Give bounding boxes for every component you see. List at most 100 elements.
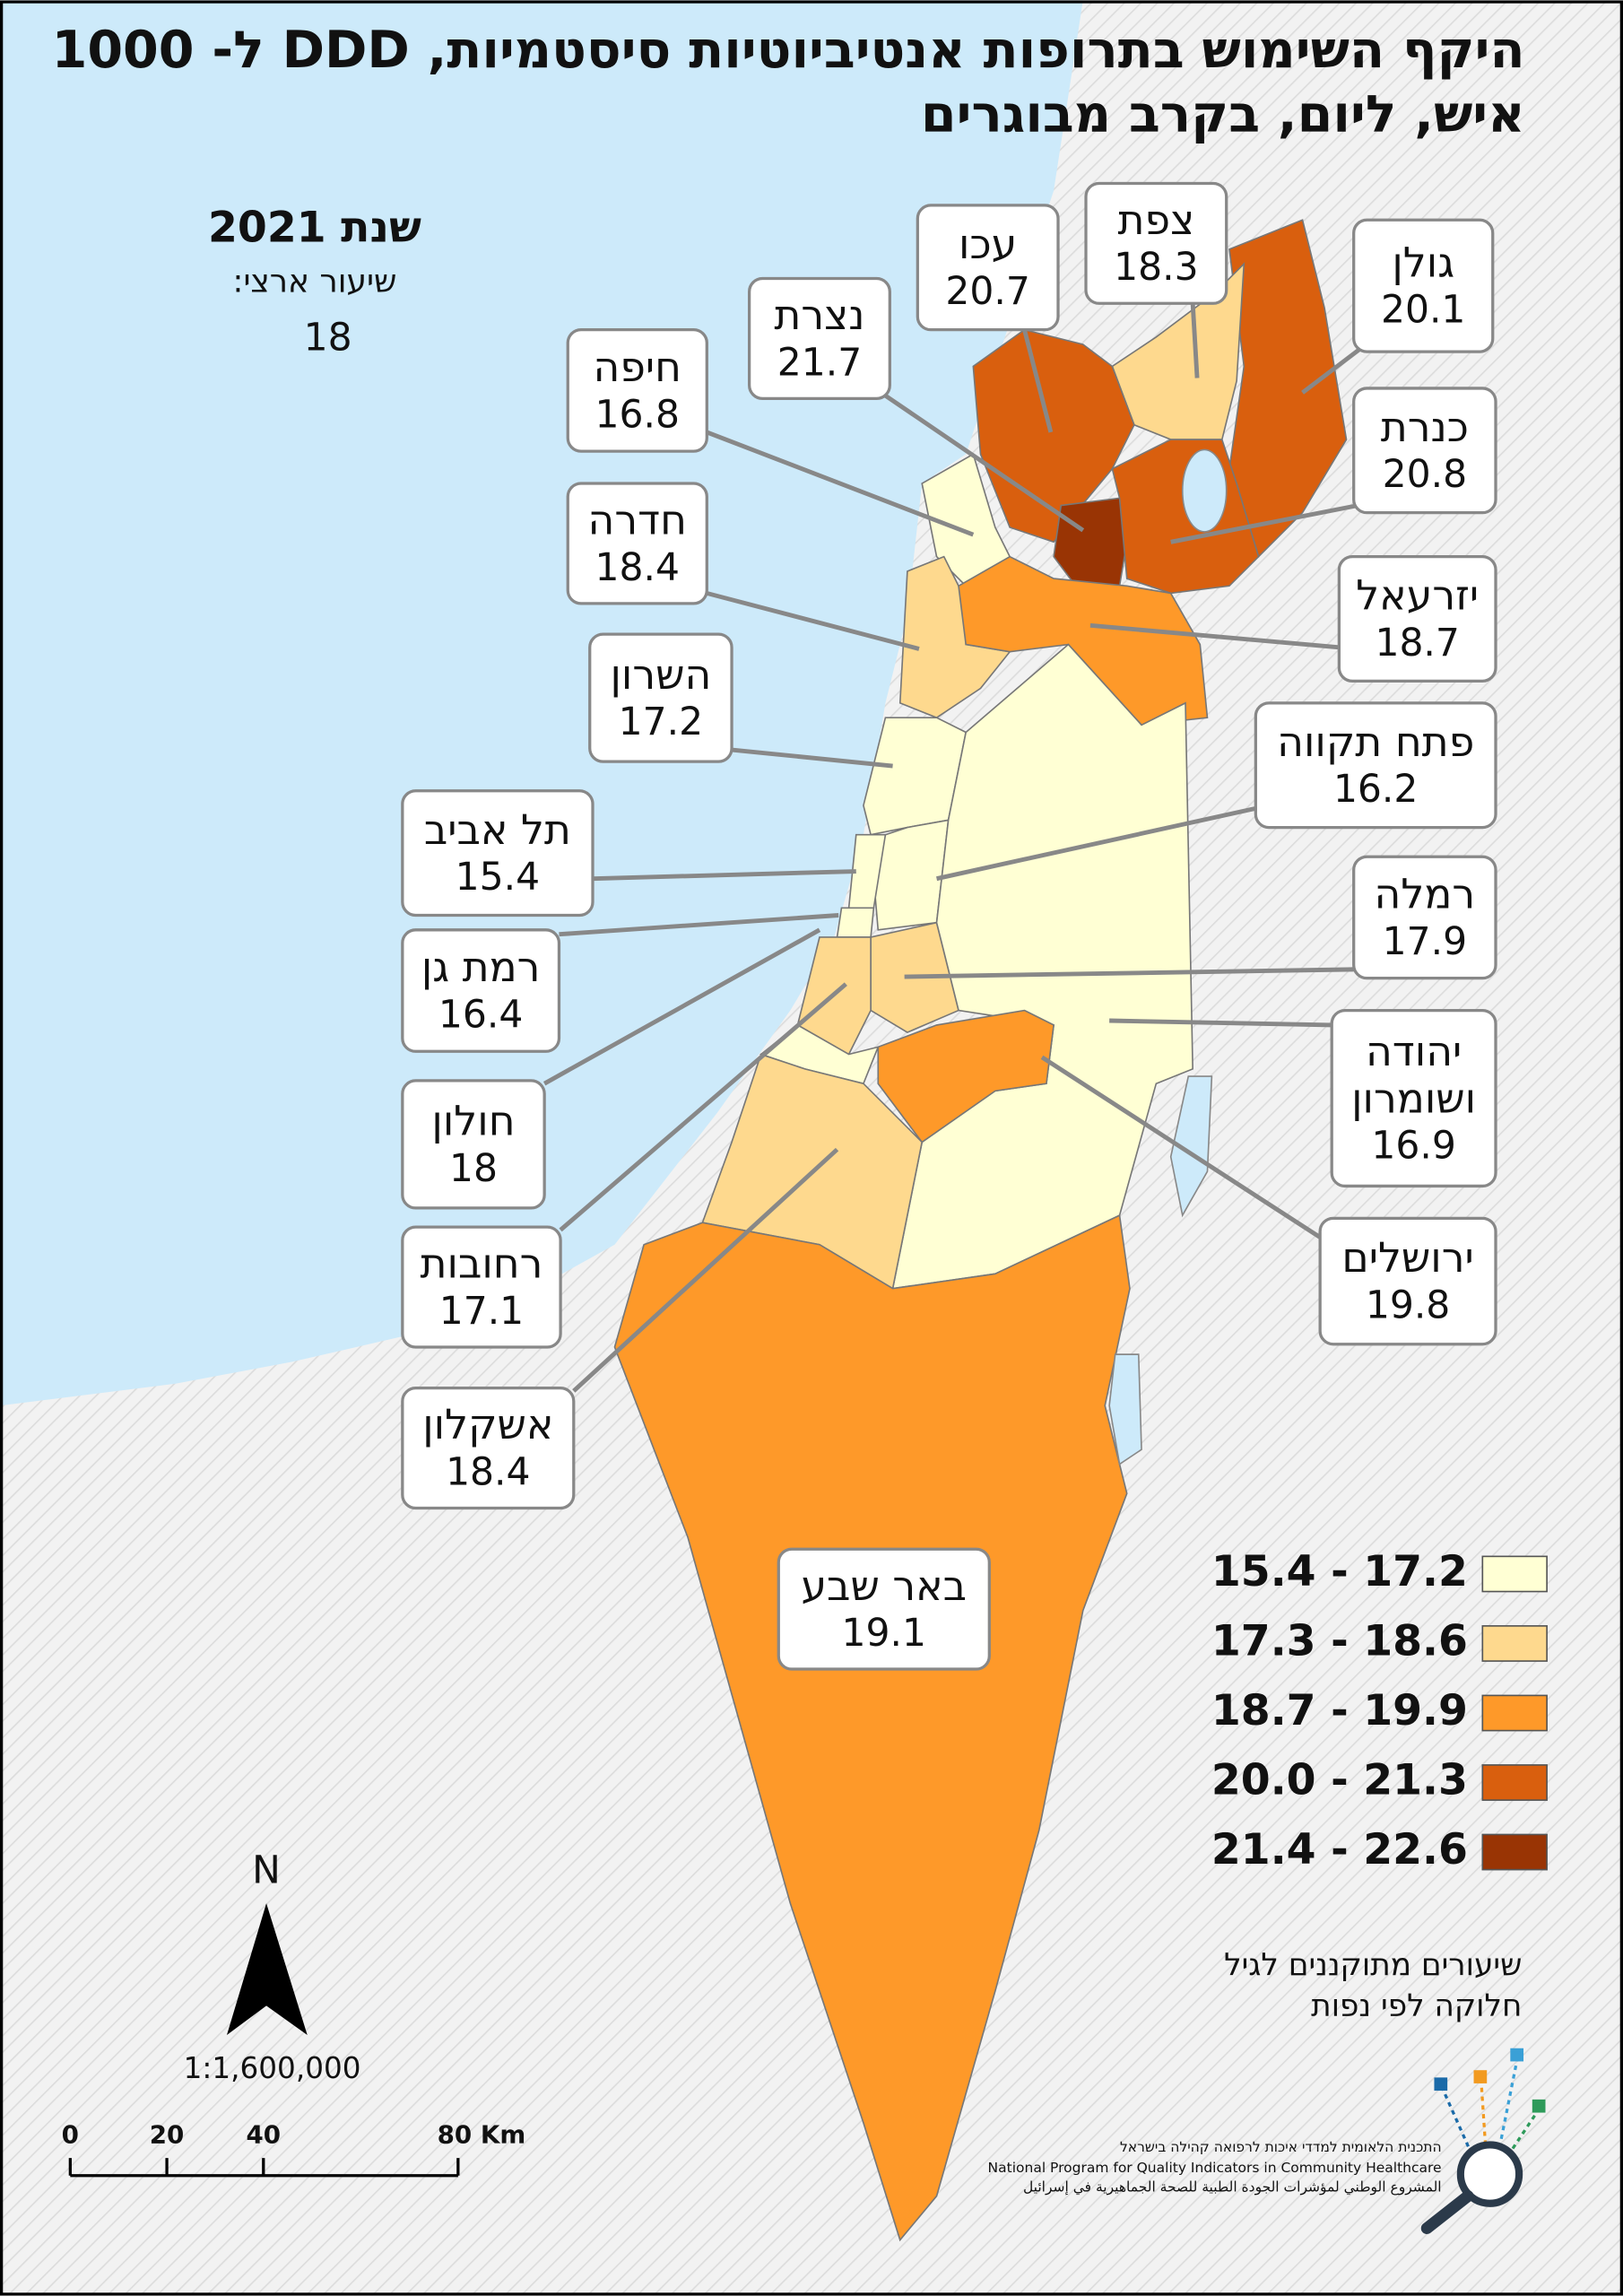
scale-label: 80 Km: [438, 2120, 526, 2150]
leader-line: [706, 591, 920, 651]
scale-label: 40: [246, 2120, 281, 2150]
label-box: [401, 789, 595, 918]
district-name: כנרת: [1381, 404, 1469, 451]
district-name: יהודה: [1366, 1028, 1462, 1075]
year-label: שנת 2021: [208, 204, 421, 253]
legend-swatch: [1481, 1694, 1548, 1732]
district-name: עכו: [959, 221, 1017, 268]
legend-swatch: [1481, 1625, 1548, 1662]
district-value: 18.4: [595, 546, 680, 590]
leader-line: [592, 869, 856, 882]
legend-label: 18.7 - 19.9: [1211, 1686, 1468, 1735]
scale-label: 0: [62, 2120, 79, 2150]
label-box: [401, 928, 561, 1053]
district-value: 16.2: [1333, 768, 1418, 812]
label-box: [916, 204, 1060, 332]
label-box: [566, 482, 708, 605]
label-box: [1254, 701, 1497, 830]
legend-label: 20.0 - 21.3: [1211, 1756, 1468, 1805]
label-box: [1318, 1216, 1497, 1346]
label-box: [401, 1387, 576, 1510]
logo-text: התכנית הלאומית למדדי איכות לרפואה קהילה …: [1120, 2139, 1442, 2155]
scale-bar: 0 20 40 80 Km: [62, 2120, 526, 2178]
label-box: [401, 1079, 546, 1210]
leader-line: [542, 927, 821, 1086]
district-value: 16.4: [438, 993, 523, 1037]
district: [1228, 219, 1348, 559]
leader-line: [731, 747, 893, 769]
district-name: חדרה: [588, 497, 687, 544]
leader-line: [1040, 1055, 1322, 1239]
district-value: 20.8: [1383, 453, 1467, 497]
district-name: באר שבע: [801, 1562, 967, 1610]
district-value: 18.4: [446, 1450, 530, 1494]
district-value: 20.1: [1381, 289, 1465, 333]
district-name: גולן: [1392, 239, 1454, 286]
leader-line: [1190, 303, 1200, 378]
note: שיעורים מתוקננים לגיל: [1224, 1947, 1522, 1983]
district-value: 19.8: [1366, 1283, 1450, 1327]
leader-line: [572, 1147, 839, 1393]
logo: התכנית הלאומית למדדי איכות לרפואה קהילה …: [988, 2048, 1546, 2235]
district-value: 17.2: [619, 700, 703, 744]
district-value: 15.4: [456, 856, 540, 900]
north-label: N: [252, 1848, 281, 1892]
label-box: [1330, 1008, 1497, 1188]
district-name: תל אביב: [424, 806, 571, 854]
leader-line: [904, 967, 1354, 979]
legend-swatch: [1481, 1555, 1548, 1593]
logo-text: National Program for Quality Indicators …: [988, 2160, 1442, 2176]
label-box: [777, 1547, 991, 1671]
label-box: [748, 276, 891, 400]
label-box: [401, 1225, 562, 1349]
district-name: חולון: [431, 1098, 515, 1145]
label-box: [1084, 181, 1228, 305]
leader-line: [706, 430, 975, 537]
district-name: ירושלים: [1341, 1234, 1473, 1282]
district: [1111, 262, 1245, 440]
leader-line: [936, 805, 1256, 882]
label-box: [588, 632, 733, 763]
legend-label: 21.4 - 22.6: [1211, 1825, 1468, 1874]
district-name: רחובות: [420, 1240, 542, 1288]
leader-line: [1089, 622, 1340, 650]
district-value: 17.1: [439, 1290, 524, 1334]
district-name: יזרעאל: [1356, 572, 1479, 620]
district-value: 18.7: [1375, 622, 1459, 665]
label-box: [1352, 387, 1497, 515]
leader-line: [559, 982, 847, 1232]
national-rate-label: שיעור ארצי:: [232, 263, 396, 300]
district-value: 18: [449, 1147, 498, 1191]
dead-sea-south: [1108, 1353, 1142, 1465]
leader-line: [1170, 503, 1359, 544]
district-value: 17.9: [1383, 920, 1467, 964]
leader-line: [559, 913, 839, 937]
leader-line: [1022, 329, 1054, 433]
district: [836, 907, 875, 938]
district-name: השרון: [610, 651, 711, 699]
district-value: 19.1: [842, 1612, 926, 1656]
north-arrow: [226, 1903, 308, 2036]
label-box: [1352, 218, 1495, 353]
title: איש, ליום, בקרב מבוגרים: [921, 85, 1525, 144]
national-rate: 18: [304, 317, 352, 361]
district-value: 16.9: [1371, 1125, 1455, 1169]
district-name: צפת: [1118, 196, 1195, 244]
district-value: 18.3: [1114, 246, 1198, 290]
label-box: [566, 328, 708, 453]
district: [958, 555, 1209, 726]
district-value: 21.7: [777, 341, 862, 385]
district-name: נצרת: [774, 291, 864, 339]
regions: [613, 219, 1348, 2242]
legend-swatch: [1481, 1833, 1548, 1871]
district-name: רמלה: [1375, 871, 1476, 918]
scale-label: 20: [150, 2120, 185, 2150]
district-name: רמת גן: [421, 944, 541, 991]
leader-line: [1109, 1018, 1332, 1028]
logo-text: المشروع الوطني لمؤشرات الجودة الطبية للص…: [1023, 2179, 1442, 2196]
district-value: 20.7: [945, 270, 1029, 314]
district-name: חיפה: [594, 344, 681, 391]
